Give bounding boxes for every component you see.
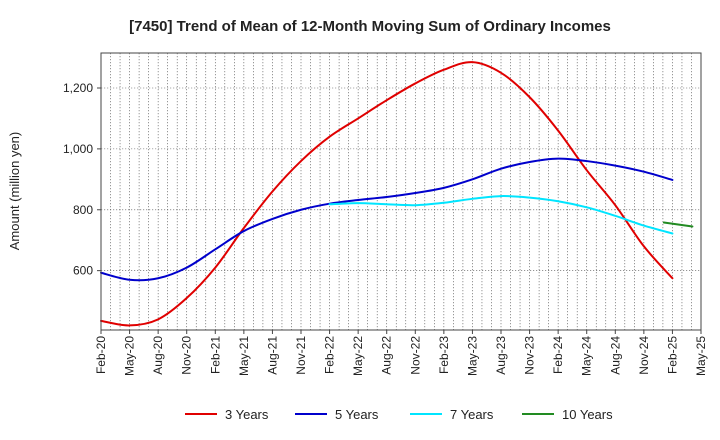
x-tick-label: Aug-21 [265,336,279,375]
x-tick-label: May-20 [123,336,137,376]
series-group [100,61,694,327]
x-tick-label: May-23 [465,336,479,376]
x-ticks: Feb-20 May-20 Aug-20 Nov-20 Feb-21 May-21 Aug-… [94,330,708,376]
chart-title: [7450] Trend of Mean of 12-Month Moving … [129,18,611,35]
x-tick-label: Feb-22 [323,336,337,374]
legend-label-3-years: 3 Years [225,407,269,422]
y-axis-label: Amount (million yen) [7,132,22,251]
plot-frame [100,52,702,331]
y-ticks: 600 800 1,000 1,200 [63,81,101,278]
x-tick-label: May-25 [694,336,708,376]
x-tick-label: Feb-21 [208,336,222,374]
x-tick-label: May-24 [580,336,594,376]
y-tick-label: 800 [73,203,93,217]
series-line-5-years [100,157,674,282]
series-line-7-years [328,195,674,235]
x-tick-label: Nov-22 [408,336,422,375]
y-tick-label: 600 [73,264,93,278]
x-tick-label: Feb-20 [94,336,108,374]
x-tick-label: Feb-23 [437,336,451,374]
x-tick-label: Feb-24 [551,336,565,374]
series-line-10-years [662,221,694,228]
x-tick-label: Feb-25 [665,336,679,374]
x-tick-label: May-22 [351,336,365,376]
x-tick-label: May-21 [237,336,251,376]
x-tick-label: Nov-21 [294,336,308,375]
grid [101,53,701,330]
x-tick-label: Nov-23 [523,336,537,375]
legend: 3 Years 5 Years 7 Years 10 Years [185,407,613,422]
y-tick-label: 1,200 [63,81,93,95]
x-tick-label: Aug-23 [494,336,508,375]
x-tick-label: Aug-20 [151,336,165,375]
x-tick-label: Nov-24 [637,336,651,375]
x-tick-label: Aug-22 [380,336,394,375]
legend-label-7-years: 7 Years [450,407,494,422]
y-tick-label: 1,000 [63,142,93,156]
series-line-3-years [100,61,674,327]
legend-label-10-years: 10 Years [562,407,613,422]
x-tick-label: Nov-20 [180,336,194,375]
x-tick-label: Aug-24 [608,336,622,375]
legend-label-5-years: 5 Years [335,407,379,422]
